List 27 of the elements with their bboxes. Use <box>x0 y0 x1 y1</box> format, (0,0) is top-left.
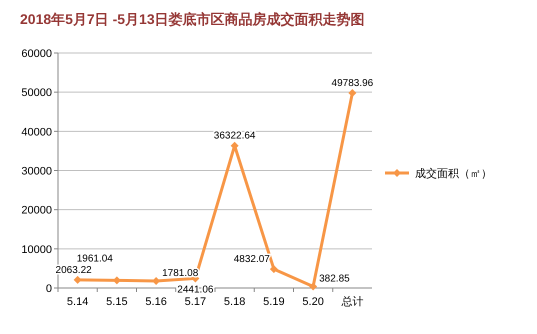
x-tick-label: 5.18 <box>224 296 246 308</box>
x-tick-label: 总计 <box>340 295 364 308</box>
y-tick-label: 0 <box>46 283 52 295</box>
data-label: 4832.07 <box>234 254 270 266</box>
x-tick-label: 5.15 <box>106 296 128 308</box>
data-label: 36322.64 <box>214 130 256 142</box>
data-label: 1961.04 <box>76 253 114 264</box>
y-tick-label: 20000 <box>21 204 52 217</box>
x-tick-label: 5.17 <box>184 296 206 308</box>
point <box>270 265 278 274</box>
y-tick-label: 50000 <box>21 87 52 100</box>
data-label: 382.85 <box>319 274 350 284</box>
y-tick-label: 30000 <box>21 166 52 178</box>
point <box>309 282 318 290</box>
data-label: 49783.96 <box>332 78 374 90</box>
x-tick-label: 5.16 <box>145 296 167 308</box>
x-tick-label: 5.20 <box>302 296 324 308</box>
x-tick-label: 5.14 <box>66 296 88 308</box>
legend-label: 成交面积（㎡） <box>415 167 492 180</box>
data-label: 2441.06 <box>177 284 214 296</box>
data-label: 2063.22 <box>56 264 92 276</box>
x-tick-label: 5.19 <box>263 296 285 308</box>
point <box>348 89 356 98</box>
y-tick-label: 40000 <box>21 126 52 138</box>
chart-title: 2018年5月7日 -5月13日娄底市区商品房成交面积走势图 <box>20 11 365 27</box>
y-tick-label: 60000 <box>21 48 52 60</box>
y-tick-label: 10000 <box>21 244 52 256</box>
